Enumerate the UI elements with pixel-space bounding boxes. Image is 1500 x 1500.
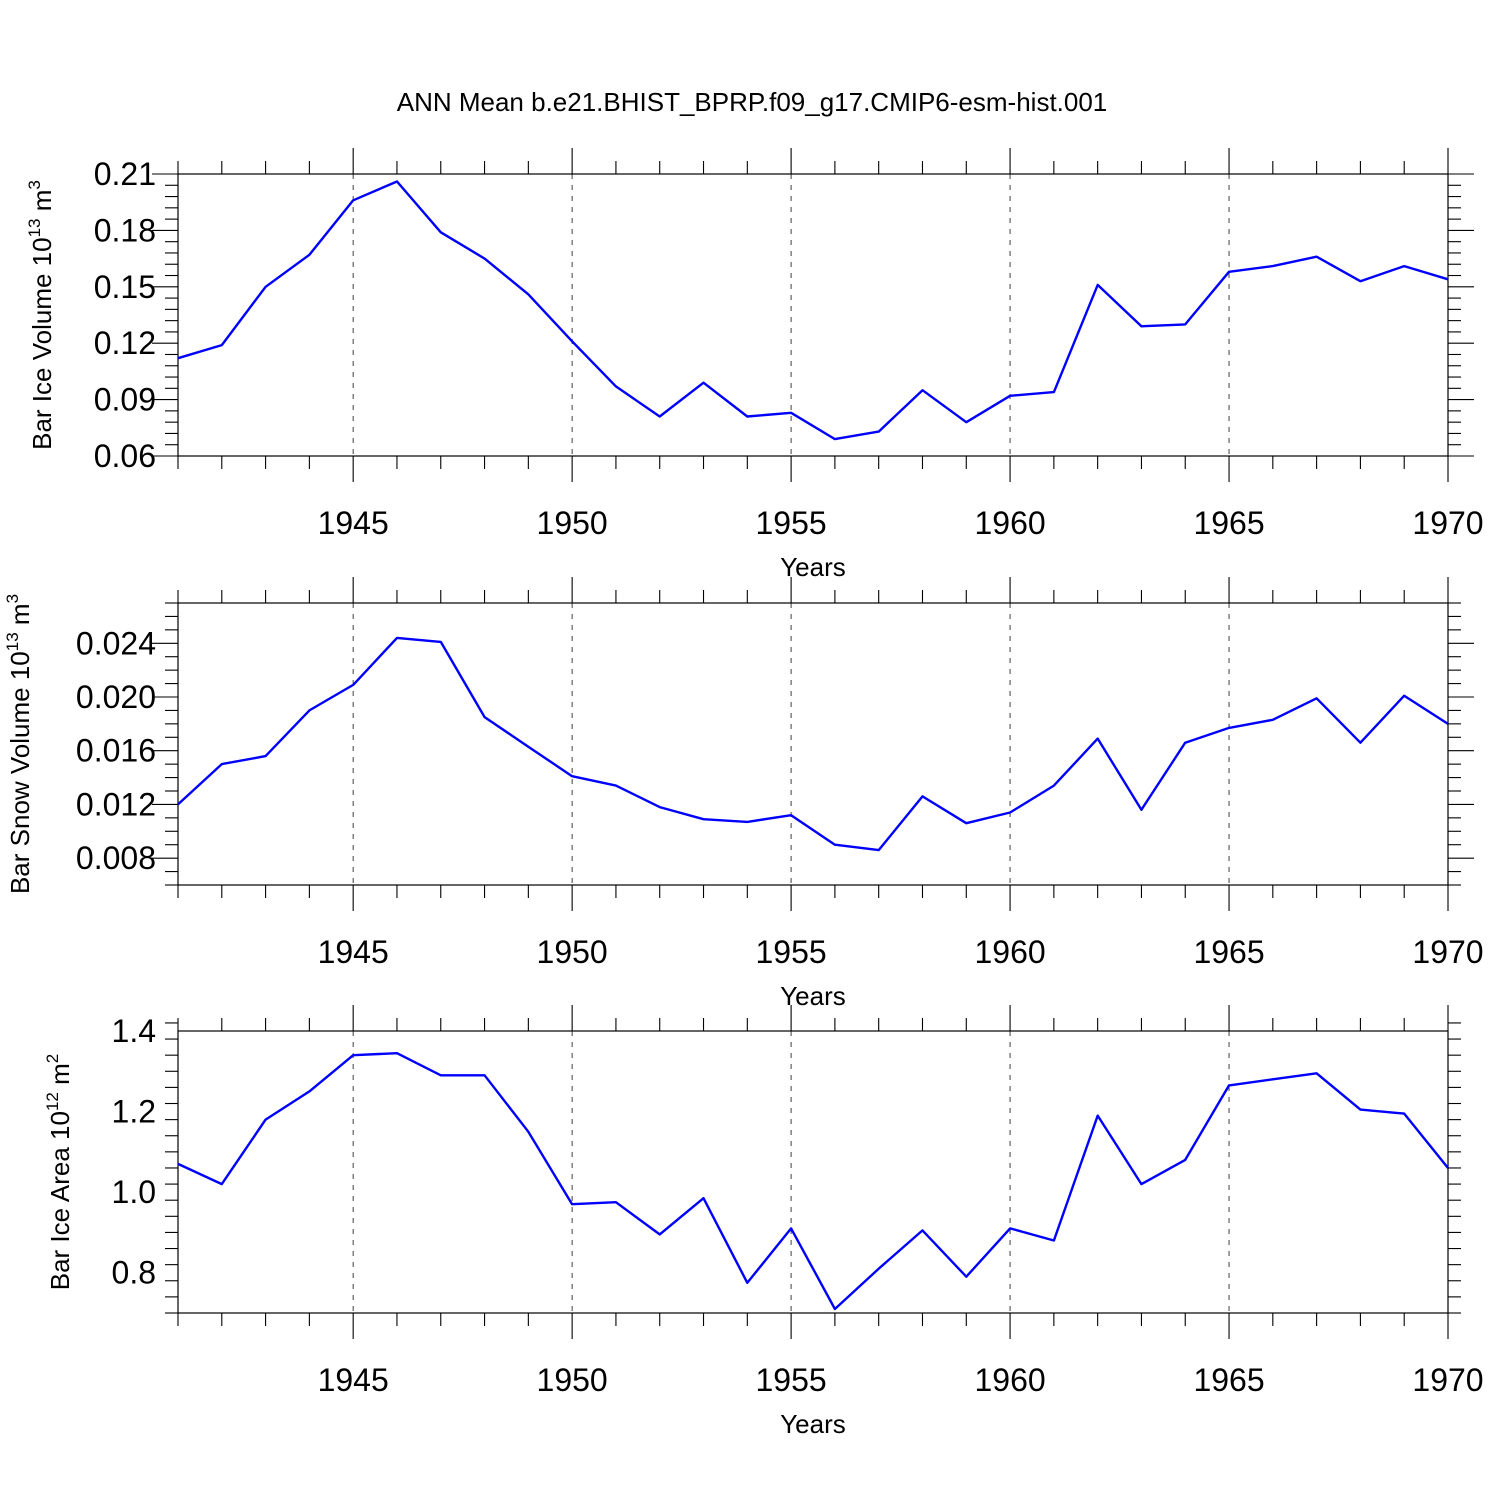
figure-title: ANN Mean b.e21.BHIST_BPRP.f09_g17.CMIP6-… <box>397 87 1108 117</box>
y-tick-label: 0.18 <box>94 212 156 248</box>
x-tick-label: 1945 <box>318 505 389 541</box>
y-axis-label: Bar Snow Volume 1013 m3 <box>3 594 35 894</box>
x-tick-label: 1970 <box>1412 505 1483 541</box>
x-tick-label: 1965 <box>1193 505 1264 541</box>
x-axis-label: Years <box>780 981 846 1011</box>
plot-frame <box>177 602 1449 886</box>
y-axis-label-exponent: 12 <box>43 1092 62 1111</box>
y-axis-label-unit: m <box>45 1063 75 1092</box>
y-tick-label: 0.020 <box>76 679 156 715</box>
x-tick-label: 1955 <box>756 505 827 541</box>
y-axis-label-base: Bar Snow Volume 10 <box>5 651 35 894</box>
y-axis-label-unit-exponent: 3 <box>25 180 44 189</box>
y-axis-label-unit-exponent: 2 <box>43 1054 62 1063</box>
x-tick-label: 1955 <box>756 1362 827 1398</box>
y-tick-label: 0.024 <box>76 625 156 661</box>
y-tick-label: 0.012 <box>76 786 156 822</box>
x-tick-label: 1945 <box>318 1362 389 1398</box>
y-tick-label: 0.008 <box>76 840 156 876</box>
y-axis-label-unit: m <box>5 603 35 632</box>
x-tick-label: 1950 <box>537 1362 608 1398</box>
x-tick-label: 1960 <box>974 934 1045 970</box>
y-tick-label: 0.15 <box>94 269 156 305</box>
y-tick-label: 0.09 <box>94 382 156 418</box>
y-axis-label-base: Bar Ice Area 10 <box>45 1111 75 1290</box>
x-tick-label: 1960 <box>974 505 1045 541</box>
x-tick-label: 1955 <box>756 934 827 970</box>
y-tick-label: 0.8 <box>112 1255 156 1291</box>
series-line-bar-snow-volume <box>177 636 1449 852</box>
x-tick-label: 1960 <box>974 1362 1045 1398</box>
x-tick-label: 1965 <box>1193 934 1264 970</box>
x-tick-label: 1970 <box>1412 934 1483 970</box>
y-tick-label: 1.0 <box>112 1174 156 1210</box>
series-line-bar-ice-area <box>177 1051 1449 1311</box>
plot-frame <box>177 173 1449 457</box>
y-tick-label: 0.016 <box>76 733 156 769</box>
panel-middle: 0.008 0.012 0.016 0.020 0.024 1945 1950 1955 196… <box>3 577 1484 1011</box>
x-axis-label: Years <box>780 1409 846 1439</box>
y-axis-label: Bar Ice Area 1012 m2 <box>43 1054 75 1291</box>
y-tick-label: 0.06 <box>94 438 156 474</box>
x-axis-label: Years <box>780 552 846 582</box>
y-axis-label-base: Bar Ice Volume 10 <box>27 237 57 449</box>
series-line-bar-ice-volume <box>177 180 1449 441</box>
y-tick-label: 1.2 <box>112 1094 156 1130</box>
x-tick-label: 1950 <box>537 505 608 541</box>
y-axis-label-unit-exponent: 3 <box>3 594 22 603</box>
y-tick-label: 1.4 <box>112 1013 156 1049</box>
x-tick-label: 1970 <box>1412 1362 1483 1398</box>
x-tick-label: 1945 <box>318 934 389 970</box>
y-axis-label: Bar Ice Volume 1013 m3 <box>25 180 57 450</box>
panel-bottom: 0.8 1.0 1.2 1.4 1945 1950 1955 1960 1965 1970 Year… <box>43 1005 1484 1439</box>
y-axis-label-exponent: 13 <box>25 218 44 237</box>
plot-frame <box>177 1030 1449 1314</box>
x-tick-label: 1965 <box>1193 1362 1264 1398</box>
y-tick-label: 0.21 <box>94 156 156 192</box>
x-tick-label: 1950 <box>537 934 608 970</box>
y-axis-label-exponent: 13 <box>3 632 22 651</box>
y-axis-label-unit: m <box>27 190 57 219</box>
panel-top: 0.06 0.09 0.12 0.15 0.18 0.21 1945 1950 1955 1960… <box>25 148 1484 582</box>
y-tick-label: 0.12 <box>94 325 156 361</box>
